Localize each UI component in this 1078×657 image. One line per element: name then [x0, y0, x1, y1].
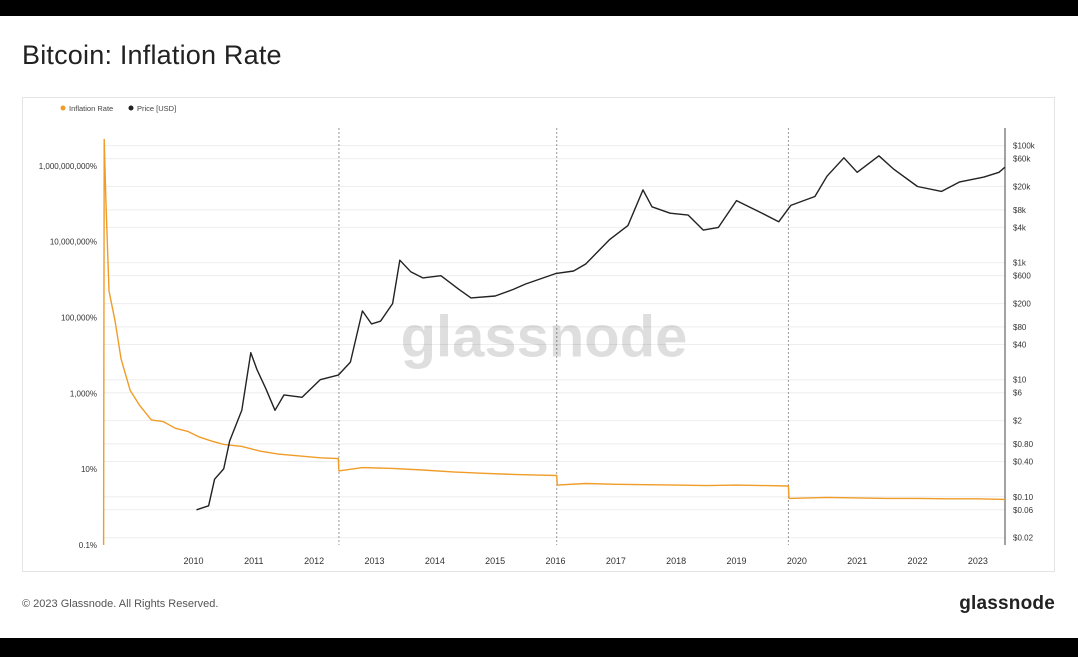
right-axis-tick-label: $0.80 — [1013, 440, 1034, 449]
x-axis-tick-label: 2015 — [485, 556, 505, 566]
left-axis-tick-label: 10% — [81, 465, 97, 474]
x-axis-tick-label: 2012 — [304, 556, 324, 566]
legend-label: Inflation Rate — [69, 104, 113, 113]
right-axis-tick-label: $10 — [1013, 376, 1027, 385]
legend-label: Price [USD] — [137, 104, 176, 113]
x-axis-tick-label: 2016 — [545, 556, 565, 566]
legend-marker — [128, 105, 134, 111]
right-axis-tick-label: $6 — [1013, 389, 1022, 398]
right-axis-tick-label: $600 — [1013, 272, 1031, 281]
inflation-rate-line — [102, 138, 1006, 546]
right-axis-tick-label: $20k — [1013, 183, 1031, 192]
legend-marker — [60, 105, 66, 111]
x-axis-tick-label: 2013 — [364, 556, 384, 566]
right-axis-tick-label: $4k — [1013, 223, 1027, 232]
left-axis-tick-label: 0.1% — [79, 541, 97, 550]
x-axis-tick-label: 2017 — [606, 556, 626, 566]
copyright-text: © 2023 Glassnode. All Rights Reserved. — [22, 598, 219, 610]
left-axis-tick-label: 100,000% — [61, 314, 97, 323]
right-axis-tick-label: $0.02 — [1013, 534, 1034, 543]
left-axis-tick-label: 1,000% — [70, 389, 97, 398]
watermark-text: glassnode — [401, 305, 688, 370]
right-axis-tick-label: $40 — [1013, 340, 1027, 349]
x-axis-tick-label: 2020 — [787, 556, 807, 566]
price-line — [196, 155, 1006, 511]
x-axis-tick-label: 2018 — [666, 556, 686, 566]
x-axis-tick-label: 2011 — [244, 556, 263, 566]
page-title: Bitcoin: Inflation Rate — [22, 40, 282, 70]
x-axis-tick-label: 2021 — [847, 556, 867, 566]
right-axis-tick-label: $2 — [1013, 417, 1022, 426]
chart-frame: glassnode 1,000,000,000% 10,000,000% 100,00… — [22, 97, 1055, 572]
right-axis-tick-label: $1k — [1013, 259, 1027, 268]
right-axis-tick-label: $0.10 — [1013, 493, 1034, 502]
right-axis-tick-label: $200 — [1013, 300, 1031, 309]
right-axis-tick-label: $0.06 — [1013, 506, 1034, 515]
left-axis-tick-label: 1,000,000,000% — [39, 162, 97, 171]
right-axis-tick-label: $0.40 — [1013, 458, 1034, 467]
right-axis-tick-label: $8k — [1013, 206, 1027, 215]
brand-logo: glassnode — [959, 593, 1055, 614]
x-axis-tick-label: 2019 — [726, 556, 746, 566]
right-axis-tick-label: $60k — [1013, 155, 1031, 164]
right-axis-tick-label: $100k — [1013, 142, 1036, 151]
left-axis-tick-label: 10,000,000% — [50, 238, 97, 247]
inflation-chart: glassnode 1,000,000,000% 10,000,000% 100,00… — [39, 104, 1036, 566]
page-background: Bitcoin: Inflation Rate glassnode 1,000,0… — [0, 16, 1078, 638]
right-axis-tick-label: $80 — [1013, 323, 1027, 332]
x-axis-tick-label: 2023 — [968, 556, 988, 566]
x-axis-tick-label: 2010 — [183, 556, 203, 566]
x-axis-tick-label: 2014 — [425, 556, 445, 566]
x-axis-tick-label: 2022 — [907, 556, 927, 566]
